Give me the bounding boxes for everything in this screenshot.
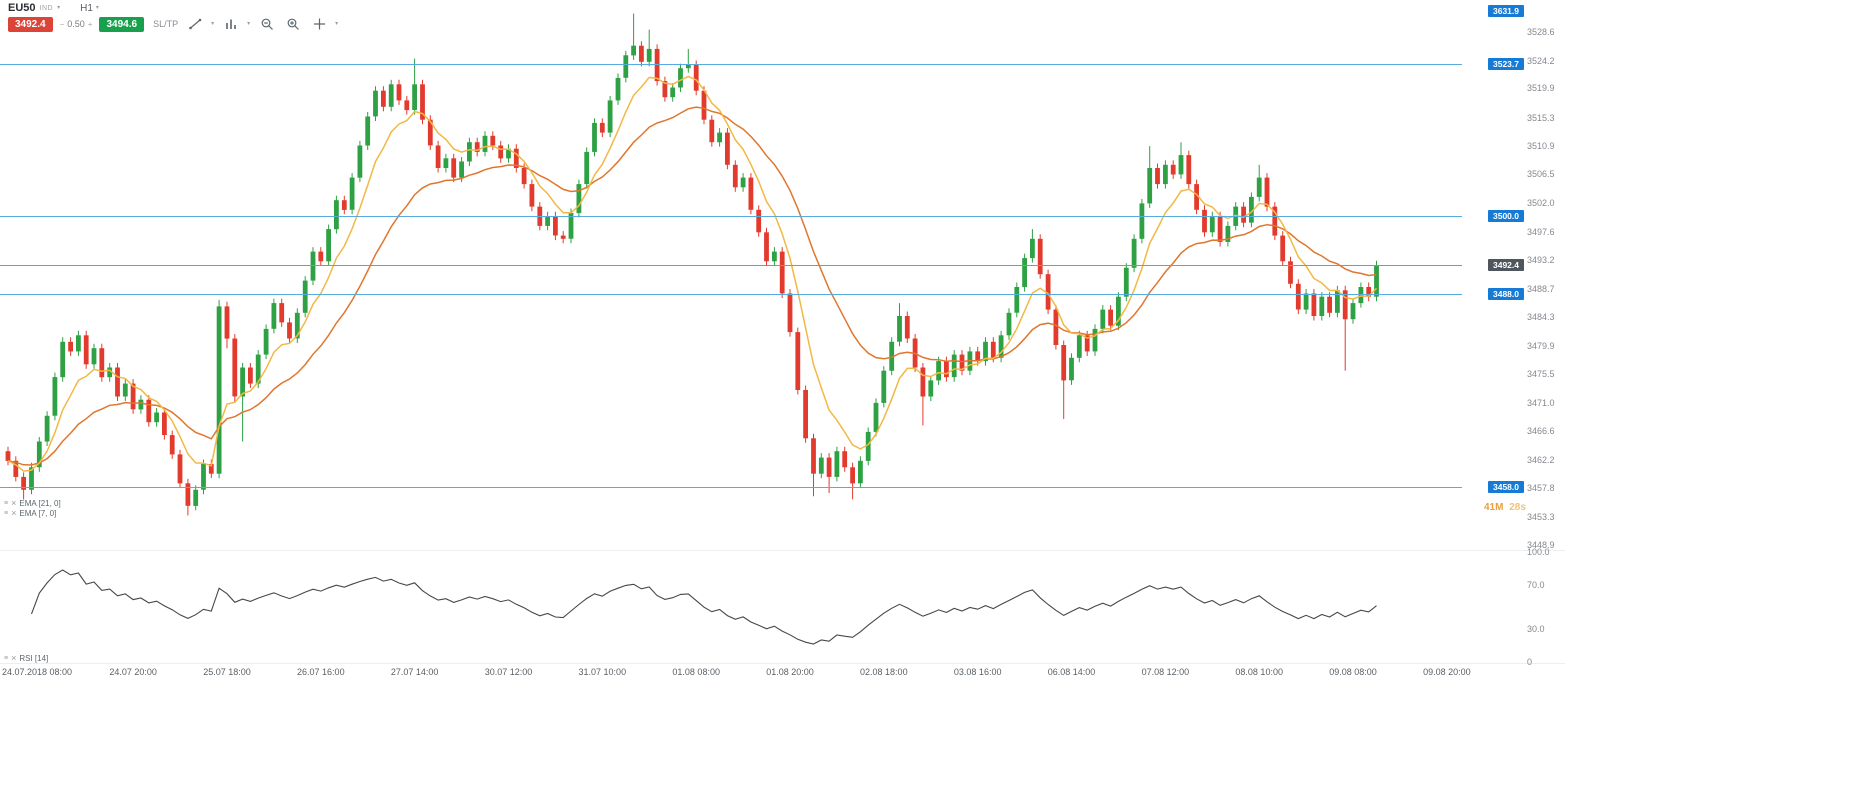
instrument-category-tag: IND — [39, 4, 54, 12]
time-tick-label: 25.07 18:00 — [203, 667, 251, 677]
legend-row-ema7: ≡ × EMA [7, 0] — [4, 508, 61, 518]
rsi-tick-label: 70.0 — [1527, 580, 1545, 590]
trendline-tool-icon[interactable] — [186, 17, 204, 32]
time-tick-label: 30.07 12:00 — [484, 667, 533, 677]
horizontal-price-line[interactable] — [0, 63, 1462, 65]
price-line-label[interactable]: 3488.0 — [1488, 287, 1524, 300]
menu-icon[interactable]: ≡ — [4, 509, 9, 517]
close-icon[interactable]: × — [11, 652, 17, 663]
price-tick-label: 3466.6 — [1527, 426, 1555, 437]
sltp-button[interactable]: SL/TP — [153, 19, 179, 29]
horizontal-price-line[interactable] — [0, 216, 1462, 218]
chart-header: EU50 IND ▾ H1 ▾ — [8, 2, 99, 14]
rsi-tick-label: 100.0 — [1527, 547, 1550, 557]
price-tick-label: 3502.0 — [1527, 198, 1555, 209]
panel-splitter[interactable] — [0, 550, 1565, 551]
plus-icon[interactable]: + — [87, 19, 93, 29]
price-tick-label: 3497.6 — [1527, 226, 1555, 237]
indicators-icon[interactable] — [222, 17, 240, 32]
price-tick-label: 3528.6 — [1527, 27, 1555, 38]
time-tick-label: 02.08 18:00 — [860, 667, 908, 677]
buy-button[interactable]: 3494.6 — [99, 16, 145, 32]
price-tick-label: 3453.3 — [1527, 511, 1555, 522]
price-line-label[interactable]: 3500.0 — [1488, 210, 1524, 223]
indicator-label: RSI [14] — [19, 653, 49, 663]
time-tick-label: 06.08 14:00 — [1047, 667, 1096, 677]
horizontal-price-line[interactable] — [0, 293, 1462, 295]
symbol-name[interactable]: EU50 — [8, 2, 36, 14]
time-tick-label: 07.08 12:00 — [1141, 667, 1190, 677]
time-axis-divider — [0, 663, 1565, 664]
trade-toolbar: 3492.4 − 0.50 + 3494.6 SL/TP ▾ ▾ — [8, 16, 338, 32]
price-line-label[interactable]: 3631.9 — [1488, 5, 1524, 17]
current-price-label: 3492.4 — [1488, 259, 1524, 272]
price-tick-label: 3510.9 — [1527, 141, 1555, 152]
time-tick-label: 09.08 20:00 — [1423, 667, 1471, 677]
volume-value: 0.50 — [67, 19, 85, 29]
price-tick-label: 3471.0 — [1527, 397, 1555, 408]
countdown-seconds: 28s — [1509, 502, 1526, 513]
time-tick-label: 01.08 08:00 — [672, 667, 720, 677]
price-tick-label: 3457.8 — [1527, 482, 1555, 493]
time-tick-label: 03.08 16:00 — [953, 667, 1002, 677]
time-tick-label: 09.08 08:00 — [1329, 667, 1377, 677]
price-tick-label: 3475.5 — [1527, 368, 1555, 379]
close-icon[interactable]: × — [11, 497, 17, 508]
legend-row-ema21: ≡ × EMA [21, 0] — [4, 498, 61, 508]
rsi-chart[interactable] — [0, 552, 1462, 662]
minus-icon[interactable]: − — [59, 19, 65, 29]
price-tick-label: 3462.2 — [1527, 454, 1555, 465]
current-price-line — [0, 265, 1462, 267]
volume-stepper[interactable]: − 0.50 + — [60, 19, 93, 29]
zoom-in-icon[interactable] — [284, 17, 302, 32]
price-tick-label: 3448.9 — [1527, 540, 1555, 551]
price-tick-label: 3479.9 — [1527, 340, 1555, 351]
rsi-tick-label: 30.0 — [1527, 624, 1545, 634]
chevron-down-icon[interactable]: ▾ — [211, 21, 215, 27]
timeframe-selector[interactable]: H1 ▾ — [80, 3, 99, 14]
time-tick-label: 26.07 16:00 — [297, 667, 345, 677]
time-tick-label: 01.08 20:00 — [766, 667, 814, 677]
menu-icon[interactable]: ≡ — [4, 654, 9, 662]
chevron-down-icon[interactable]: ▾ — [335, 21, 339, 27]
legend-row-rsi: ≡ × RSI [14] — [4, 653, 48, 663]
menu-icon[interactable]: ≡ — [4, 499, 9, 507]
indicator-label: EMA [21, 0] — [19, 498, 61, 508]
chevron-down-icon[interactable]: ▾ — [57, 5, 61, 11]
close-icon[interactable]: × — [11, 507, 17, 518]
price-tick-label: 3484.3 — [1527, 312, 1555, 323]
time-tick-label: 31.07 10:00 — [578, 667, 627, 677]
sell-button[interactable]: 3492.4 — [8, 16, 53, 32]
rsi-tick-label: 0 — [1527, 657, 1533, 667]
price-line-label[interactable]: 3458.0 — [1488, 480, 1524, 493]
countdown-minutes: 41M — [1484, 502, 1504, 513]
time-tick-label: 08.08 10:00 — [1235, 667, 1283, 677]
timeframe-value: H1 — [80, 2, 93, 14]
candle-countdown: 41M 28s — [1484, 502, 1526, 513]
horizontal-price-line[interactable] — [0, 486, 1462, 488]
price-tick-label: 3488.7 — [1527, 284, 1555, 294]
candlestick-chart[interactable] — [0, 0, 1462, 546]
price-tick-label: 3493.2 — [1527, 255, 1555, 265]
price-line-label[interactable]: 3523.7 — [1488, 57, 1524, 70]
price-tick-label: 3519.9 — [1527, 83, 1555, 94]
time-tick-label: 24.07 20:00 — [109, 667, 157, 677]
price-tick-label: 3515.3 — [1527, 112, 1555, 123]
overlay-legend: ≡ × EMA [21, 0] ≡ × EMA [7, 0] — [4, 498, 61, 518]
chevron-down-icon[interactable]: ▾ — [247, 21, 251, 27]
rsi-legend: ≡ × RSI [14] — [4, 653, 48, 663]
time-tick-label: 27.07 14:00 — [390, 667, 439, 677]
chevron-down-icon: ▾ — [95, 5, 99, 11]
price-tick-label: 3524.2 — [1527, 55, 1555, 66]
crosshair-icon[interactable] — [310, 17, 328, 32]
indicator-label: EMA [7, 0] — [19, 508, 57, 518]
zoom-out-icon[interactable] — [258, 17, 276, 32]
price-tick-label: 3506.5 — [1527, 169, 1555, 180]
time-tick-label: 24.07.2018 08:00 — [2, 667, 73, 677]
